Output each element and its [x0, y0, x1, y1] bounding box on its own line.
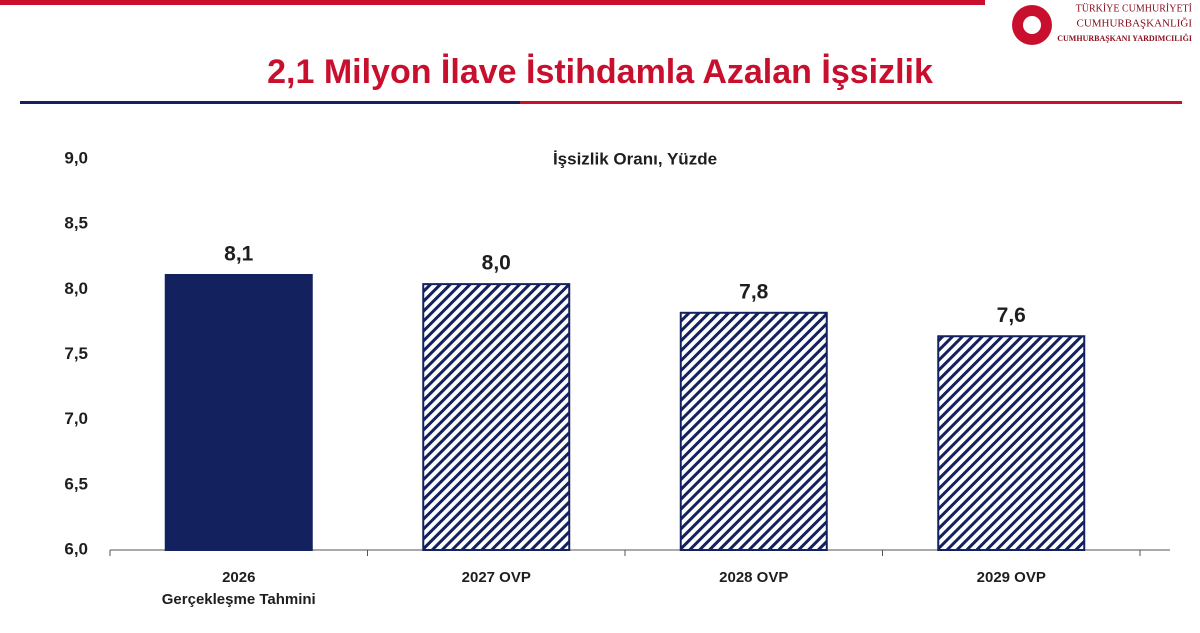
x-tick-label: 2029 OVP — [976, 569, 1046, 586]
logo-text: CUMHURBAŞKANI YARDIMCILIĞI — [1057, 33, 1192, 43]
y-tick-label: 6,5 — [64, 474, 88, 493]
y-tick-label: 8,5 — [64, 214, 88, 233]
y-tick-label: 9,0 — [64, 148, 88, 167]
chart-subtitle: İşsizlik Oranı, Yüzde — [553, 149, 717, 168]
bar — [679, 311, 828, 551]
y-tick-label: 6,0 — [64, 539, 88, 558]
header-rule — [20, 101, 520, 104]
y-tick-label: 7,5 — [64, 344, 88, 363]
bar — [164, 273, 313, 551]
logo-text: TÜRKİYE CUMHURİYETİ — [1076, 2, 1192, 14]
bar — [937, 335, 1086, 551]
x-tick-label: 2026 Gerçekleşme Tahmini — [161, 569, 316, 608]
value-label: 8,1 — [224, 243, 254, 266]
header-rule — [520, 101, 1182, 104]
value-label: 7,6 — [997, 304, 1026, 327]
value-label: 8,0 — [482, 252, 511, 275]
logo-text: CUMHURBAŞKANLIĞI — [1076, 18, 1192, 30]
chart-title: 2,1 Milyon İlave İstihdamla Azalan İşsiz… — [267, 53, 933, 91]
y-tick-label: 8,0 — [64, 279, 88, 298]
top-band — [0, 0, 985, 5]
value-label: 7,8 — [739, 280, 769, 303]
y-tick-label: 7,0 — [64, 409, 88, 428]
bar — [422, 283, 571, 551]
logo-sun — [1023, 16, 1041, 34]
x-tick-label: 2028 OVP — [719, 569, 789, 586]
x-tick-label: 2027 OVP — [461, 569, 531, 586]
